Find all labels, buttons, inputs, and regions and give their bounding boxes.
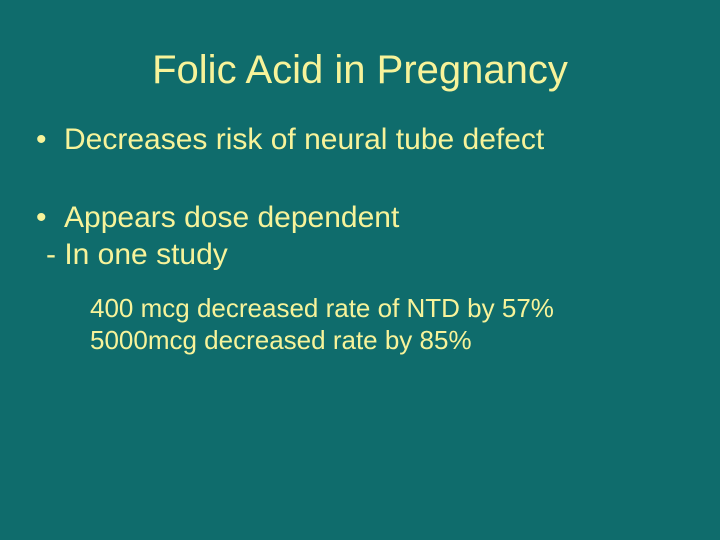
bullet-text: Decreases risk of neural tube defect [64,121,684,159]
slide: Folic Acid in Pregnancy • Decreases risk… [0,0,720,540]
study-line: 5000mcg decreased rate by 85% [90,324,684,357]
sub-bullet-dash: - In one study [36,236,684,274]
slide-title: Folic Acid in Pregnancy [0,0,720,121]
bullet-item: • Decreases risk of neural tube defect [36,121,684,159]
spacer [36,159,684,199]
bullet-marker-icon: • [36,121,64,159]
study-line: 400 mcg decreased rate of NTD by 57% [90,292,684,325]
study-block: 400 mcg decreased rate of NTD by 57% 500… [36,274,684,357]
bullet-text: Appears dose dependent [64,199,684,237]
bullet-marker-icon: • [36,199,64,237]
slide-body: • Decreases risk of neural tube defect •… [0,121,720,357]
bullet-item: • Appears dose dependent [36,199,684,237]
